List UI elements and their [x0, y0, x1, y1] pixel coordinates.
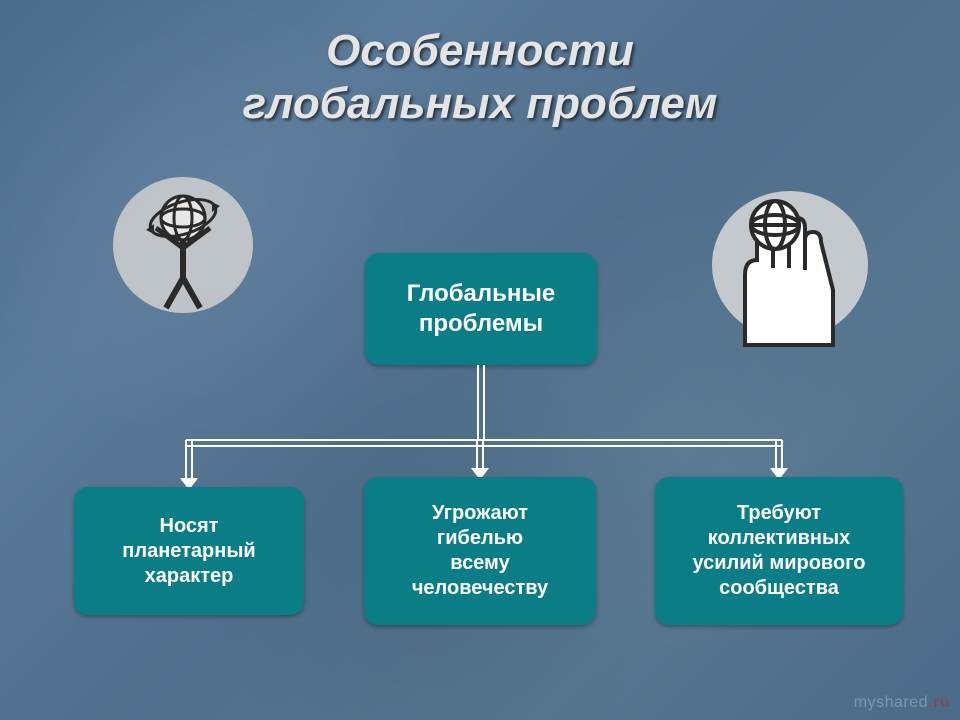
- root-node-label: Глобальныепроблемы: [407, 279, 556, 339]
- watermark-accent: .ru: [928, 694, 950, 711]
- child-node-0: Носятпланетарныйхарактер: [74, 487, 304, 615]
- root-node: Глобальныепроблемы: [365, 253, 597, 365]
- watermark-text: myshared: [854, 694, 928, 711]
- title-line-2: глобальных проблем: [0, 78, 960, 131]
- child-node-0-label: Носятпланетарныйхарактер: [122, 514, 255, 589]
- child-node-2-label: Требуютколлективныхусилий мировогосообще…: [693, 501, 866, 601]
- hand-globe-icon: [705, 180, 875, 350]
- watermark: myshared.ru: [854, 694, 950, 712]
- atlas-globe-icon: [108, 170, 258, 320]
- slide: Особенности глобальных проблем: [0, 0, 960, 720]
- title-line-1: Особенности: [0, 25, 960, 78]
- child-node-1: Угрожаютгибельювсемучеловечеству: [364, 477, 596, 625]
- child-node-1-label: Угрожаютгибельювсемучеловечеству: [412, 501, 548, 601]
- slide-title: Особенности глобальных проблем: [0, 25, 960, 131]
- child-node-2: Требуютколлективныхусилий мировогосообще…: [655, 477, 903, 625]
